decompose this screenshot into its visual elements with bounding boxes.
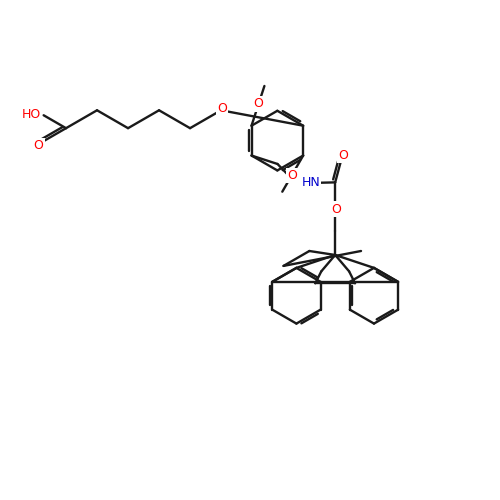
Text: HN: HN xyxy=(302,176,320,190)
Text: HO: HO xyxy=(22,108,41,121)
Text: O: O xyxy=(217,102,227,115)
Text: O: O xyxy=(338,149,348,162)
Text: O: O xyxy=(332,202,341,215)
Text: O: O xyxy=(287,169,296,182)
Text: O: O xyxy=(34,139,43,152)
Text: O: O xyxy=(254,98,264,110)
